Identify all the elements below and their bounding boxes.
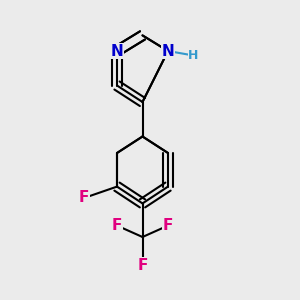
Text: F: F	[112, 218, 122, 233]
Text: F: F	[137, 258, 148, 273]
Text: N: N	[162, 44, 174, 59]
Text: N: N	[111, 44, 123, 59]
Text: H: H	[188, 49, 199, 62]
Text: F: F	[79, 190, 89, 206]
Text: F: F	[163, 218, 173, 233]
